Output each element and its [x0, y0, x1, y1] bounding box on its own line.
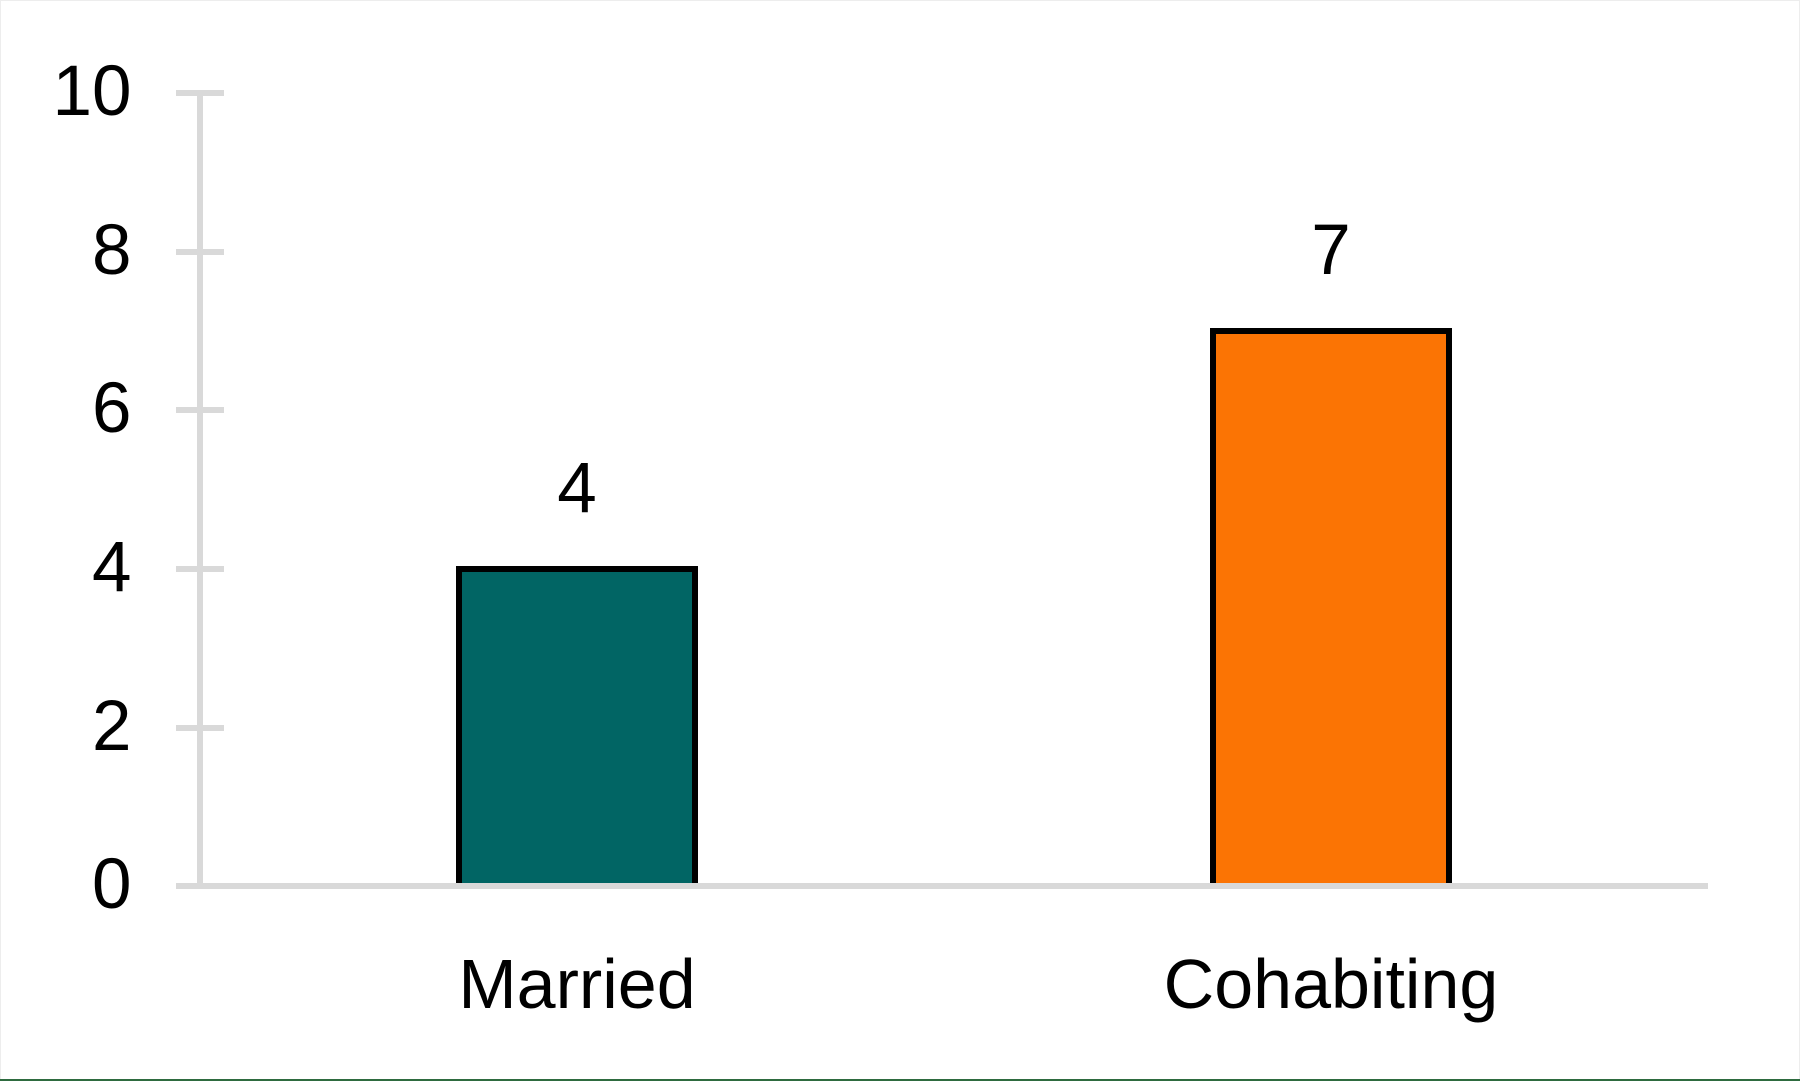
- x-axis-line: [176, 883, 1708, 890]
- category-label-cohabiting: Cohabiting: [1163, 944, 1499, 1023]
- y-axis-tick-label: 10: [52, 52, 132, 131]
- page-top-border: [0, 0, 1800, 1]
- y-axis-tick-label: 0: [92, 845, 132, 925]
- y-axis-tick: [176, 724, 224, 731]
- y-axis-tick-label: 4: [92, 527, 132, 607]
- y-axis-tick: [176, 407, 224, 414]
- data-label-cohabiting: 7: [1311, 210, 1351, 290]
- y-axis-tick: [176, 883, 224, 890]
- y-axis-tick-label: 2: [92, 686, 132, 766]
- data-label-married: 4: [557, 448, 597, 528]
- page-left-border: [0, 0, 1, 1081]
- category-label-married: Married: [458, 944, 696, 1023]
- y-axis-tick: [176, 248, 224, 255]
- y-axis-tick-label: 6: [92, 369, 132, 449]
- bar-married: [456, 565, 698, 890]
- y-axis-tick-label: 8: [92, 210, 132, 290]
- y-axis-tick: [176, 565, 224, 572]
- y-axis-line: [197, 90, 203, 890]
- bar-cohabiting: [1210, 327, 1452, 890]
- bottom-border-strip: [0, 1079, 1800, 1081]
- y-axis-tick: [176, 90, 224, 96]
